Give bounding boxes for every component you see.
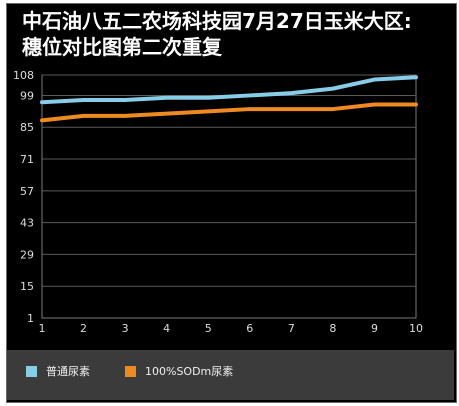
legend-item-series-2: 100%SODm尿素 [125, 363, 233, 379]
legend-swatch [26, 365, 37, 377]
data-point [206, 96, 210, 100]
data-point [82, 114, 86, 118]
data-point [414, 75, 418, 79]
y-tick-label: 57 [20, 185, 34, 198]
data-point [40, 100, 44, 104]
data-point [165, 96, 169, 100]
data-point [372, 78, 376, 82]
legend-label: 100%SODm尿素 [145, 365, 234, 378]
data-point [165, 112, 169, 116]
x-tick-label: 7 [288, 322, 295, 335]
data-point [289, 91, 293, 95]
chart-title: 中石油八五二农场科技园7月27日玉米大区: 穗位对比图第二次重复 [22, 8, 452, 60]
x-tick-label: 10 [409, 322, 423, 335]
data-point [123, 114, 127, 118]
data-point [40, 118, 44, 122]
y-tick-label: 15 [20, 280, 34, 293]
data-point [289, 107, 293, 111]
legend-label: 普通尿素 [46, 365, 90, 378]
x-tick-label: 6 [246, 322, 253, 335]
x-tick-label: 5 [205, 322, 212, 335]
legend-item-series-1: 普通尿素 [26, 363, 90, 379]
data-point [206, 109, 210, 113]
data-point [248, 93, 252, 97]
series-line-2 [40, 102, 418, 123]
data-point [331, 107, 335, 111]
chart-title-line-2: 穗位对比图第二次重复 [22, 35, 222, 59]
x-tick-label: 9 [371, 322, 378, 335]
legend-swatch [125, 365, 136, 377]
x-tick-label: 4 [163, 322, 170, 335]
y-tick-label: 99 [20, 89, 34, 102]
data-point [331, 87, 335, 91]
data-point [414, 103, 418, 107]
y-tick-label: 71 [20, 153, 34, 166]
x-tick-label: 2 [80, 322, 87, 335]
data-point [372, 103, 376, 107]
x-tick-label: 8 [329, 322, 336, 335]
y-tick-label: 108 [13, 69, 34, 82]
y-tick-label: 29 [20, 248, 34, 261]
x-tick-label: 3 [122, 322, 129, 335]
plot-area [41, 74, 417, 319]
series-line-1 [40, 75, 418, 105]
data-point [82, 98, 86, 102]
data-point [123, 98, 127, 102]
y-tick-label: 43 [20, 217, 34, 230]
data-point [248, 107, 252, 111]
chart-title-line-1: 中石油八五二农场科技园7月27日玉米大区: [22, 9, 412, 33]
y-tick-label: 1 [27, 312, 34, 325]
x-tick-label: 1 [39, 322, 46, 335]
legend [7, 350, 454, 400]
y-tick-label: 85 [20, 121, 34, 134]
